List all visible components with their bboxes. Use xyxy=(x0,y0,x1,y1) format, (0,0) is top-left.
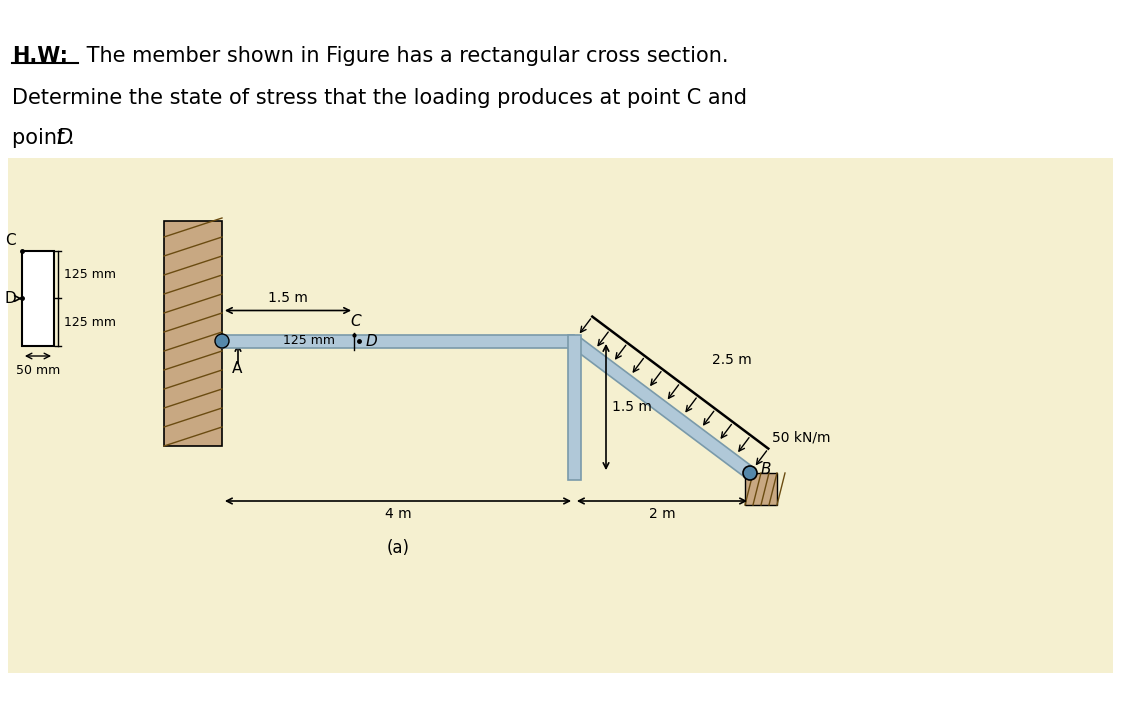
Circle shape xyxy=(215,334,229,348)
Text: 2 m: 2 m xyxy=(649,507,675,521)
Text: (a): (a) xyxy=(387,539,409,557)
Circle shape xyxy=(742,466,757,480)
Text: Determine the state of stress that the loading produces at point C and: Determine the state of stress that the l… xyxy=(12,88,747,108)
Text: D: D xyxy=(56,128,72,148)
Text: D: D xyxy=(4,291,16,306)
Bar xyxy=(8,158,1113,673)
Text: 50 mm: 50 mm xyxy=(16,364,60,377)
Text: .: . xyxy=(68,128,74,148)
Bar xyxy=(222,334,574,348)
Text: 2.5 m: 2.5 m xyxy=(712,353,752,367)
Text: 125 mm: 125 mm xyxy=(64,315,116,329)
Text: The member shown in Figure has a rectangular cross section.: The member shown in Figure has a rectang… xyxy=(80,46,729,66)
Text: 1.5 m: 1.5 m xyxy=(612,400,651,414)
Text: 1.5 m: 1.5 m xyxy=(268,292,308,306)
Text: 4 m: 4 m xyxy=(385,507,412,521)
Text: A: A xyxy=(232,361,242,376)
Text: C: C xyxy=(351,313,361,329)
Bar xyxy=(22,251,54,346)
Text: 125 mm: 125 mm xyxy=(64,268,116,281)
Text: 50 kN/m: 50 kN/m xyxy=(772,430,830,444)
Text: C: C xyxy=(6,233,16,248)
Text: 125 mm: 125 mm xyxy=(284,334,335,348)
Bar xyxy=(164,221,222,446)
Text: point: point xyxy=(12,128,72,148)
Text: H.W:: H.W: xyxy=(12,46,68,66)
Text: D: D xyxy=(366,334,378,348)
Text: B: B xyxy=(760,461,772,477)
Bar xyxy=(745,473,777,505)
Polygon shape xyxy=(570,336,754,478)
Bar xyxy=(567,334,580,479)
